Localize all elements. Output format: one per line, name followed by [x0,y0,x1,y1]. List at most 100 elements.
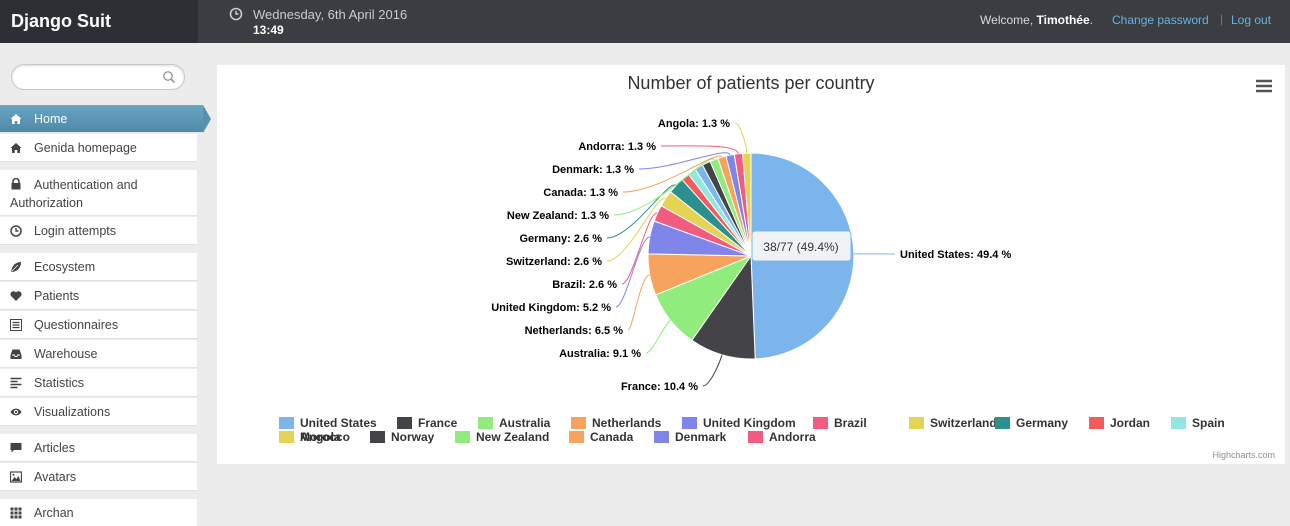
sidebar-item-label: Home [34,112,68,126]
slice-connector [606,184,677,239]
sidebar-item-home[interactable]: Home [0,105,211,133]
sidebar-item-archan[interactable]: Archan [0,499,197,526]
top-bar: Django Suit Wednesday, 6th April 2016 13… [0,0,1290,43]
legend-swatch [279,431,294,443]
slice-label: Andorra: 1.3 % [578,141,656,153]
home-icon [10,114,22,124]
legend-swatch [370,431,385,443]
inbox-icon [10,349,22,359]
brand-title[interactable]: Django Suit [0,0,198,43]
sidebar-item-patients[interactable]: Patients [0,282,197,310]
legend-label: Germany [1016,416,1069,430]
legend-swatch [682,417,697,429]
welcome-prefix: Welcome, [980,13,1034,27]
slice-connector [615,236,650,308]
chart-credits[interactable]: Highcharts.com [1212,450,1275,460]
sidebar-item-label: Questionnaires [34,318,119,332]
sidebar-item-statistics[interactable]: Statistics [0,369,197,397]
sidebar-item-label: Avatars [34,470,77,484]
slice-connector [606,198,666,262]
picture-icon [10,471,22,483]
chart-tooltip: 38/77 (49.4%) [751,230,852,262]
sidebar-item-questionnaires[interactable]: Questionnaires [0,311,197,339]
welcome-text: Welcome, Timothée. [980,13,1093,27]
slice-connector [660,145,739,155]
sidebar-item-visualizations[interactable]: Visualizations [0,398,197,426]
sidebar-item-login-attempts[interactable]: Login attempts [0,217,197,245]
sidebar-item-label: Genida homepage [34,141,137,155]
legend-label: United States [300,416,377,430]
legend-label: Canada [590,430,634,444]
slice-label: Switzerland: 2.6 % [506,256,602,268]
sidebar-item-label: Archan [34,506,74,520]
legend-label: Brazil [834,416,867,430]
eye-icon [10,408,22,416]
legend-label: Spain [1192,416,1225,430]
legend-swatch [995,417,1010,429]
slice-connector [622,155,723,193]
slice-connector [638,152,731,170]
legend-label: Denmark [675,430,727,444]
slice-connector [734,122,748,154]
legend-label: Morocco [300,430,351,444]
sidebar-item-avatars[interactable]: Avatars [0,463,197,491]
slice-label: Denmark: 1.3 % [552,164,634,176]
time-text: 13:49 [253,23,284,37]
sidebar-item-label: Warehouse [34,347,98,361]
sidebar-item-ecosystem[interactable]: Ecosystem [0,253,197,281]
menu-icon[interactable] [1255,79,1273,93]
sidebar-item-genida-homepage[interactable]: Genida homepage [0,134,197,162]
username: Timothée [1036,13,1090,27]
chart-panel: Number of patients per country United St… [217,65,1285,464]
slice-label: France: 10.4 % [621,381,698,393]
chart-title: Number of patients per country [627,73,875,93]
search-input[interactable] [22,68,162,86]
slice-label: Netherlands: 6.5 % [525,325,624,337]
clock-icon [10,225,22,237]
slice-label: Australia: 9.1 % [559,348,641,360]
tooltip-text: 38/77 (49.4%) [763,240,838,254]
tooltip-box [751,230,852,262]
legend-label: France [418,416,458,430]
header-separator: | [1220,12,1224,26]
leaf-icon [11,262,21,272]
change-password-link[interactable]: Change password [1112,13,1209,27]
slice-connector [702,354,723,387]
slice-label: United Kingdom: 5.2 % [491,302,611,314]
search-icon[interactable] [162,70,176,84]
search-box [11,64,185,90]
legend-label: Angola [300,430,341,444]
heart-icon [10,291,22,301]
sidebar-item-label: Visualizations [34,405,111,419]
legend-swatch [279,417,294,429]
sidebar-item-label: Statistics [34,376,85,390]
legend-label: Andorra [769,430,816,444]
welcome-suffix: . [1089,13,1093,27]
clock-icon [229,7,243,21]
legend-swatch [478,417,493,429]
sidebar-item-articles[interactable]: Articles [0,434,197,462]
sidebar-item-label: Ecosystem [34,260,96,274]
sidebar-item-label: Authentication and Authorization [10,178,138,210]
sidebar-item-label: Articles [34,441,75,455]
sidebar-item-authentication[interactable]: Authentication and Authorization [0,170,197,216]
slice-label: Canada: 1.3 % [543,187,618,199]
sidebar-item-warehouse[interactable]: Warehouse [0,340,197,368]
legend-label: Norway [391,430,435,444]
sidebar-item-label: Patients [34,289,80,303]
slice-connector [627,274,650,331]
legend-label: Netherlands [592,416,662,430]
slice-label: Brazil: 2.6 % [552,279,617,291]
slice-label: United States: 49.4 % [900,249,1011,261]
legend-label: New Zealand [476,430,550,444]
logout-link[interactable]: Log out [1231,13,1272,27]
list-icon [10,319,22,331]
pie-chart: United States: 49.4 % France: 10.4 % Austr… [491,118,1011,393]
slice-label: Germany: 2.6 % [519,233,602,245]
legend-label: Australia [499,416,551,430]
slice-connector [613,158,715,216]
legend-swatch [1089,417,1104,429]
home-icon [10,143,22,153]
lock-icon [11,178,21,190]
slice-connector [645,319,671,354]
